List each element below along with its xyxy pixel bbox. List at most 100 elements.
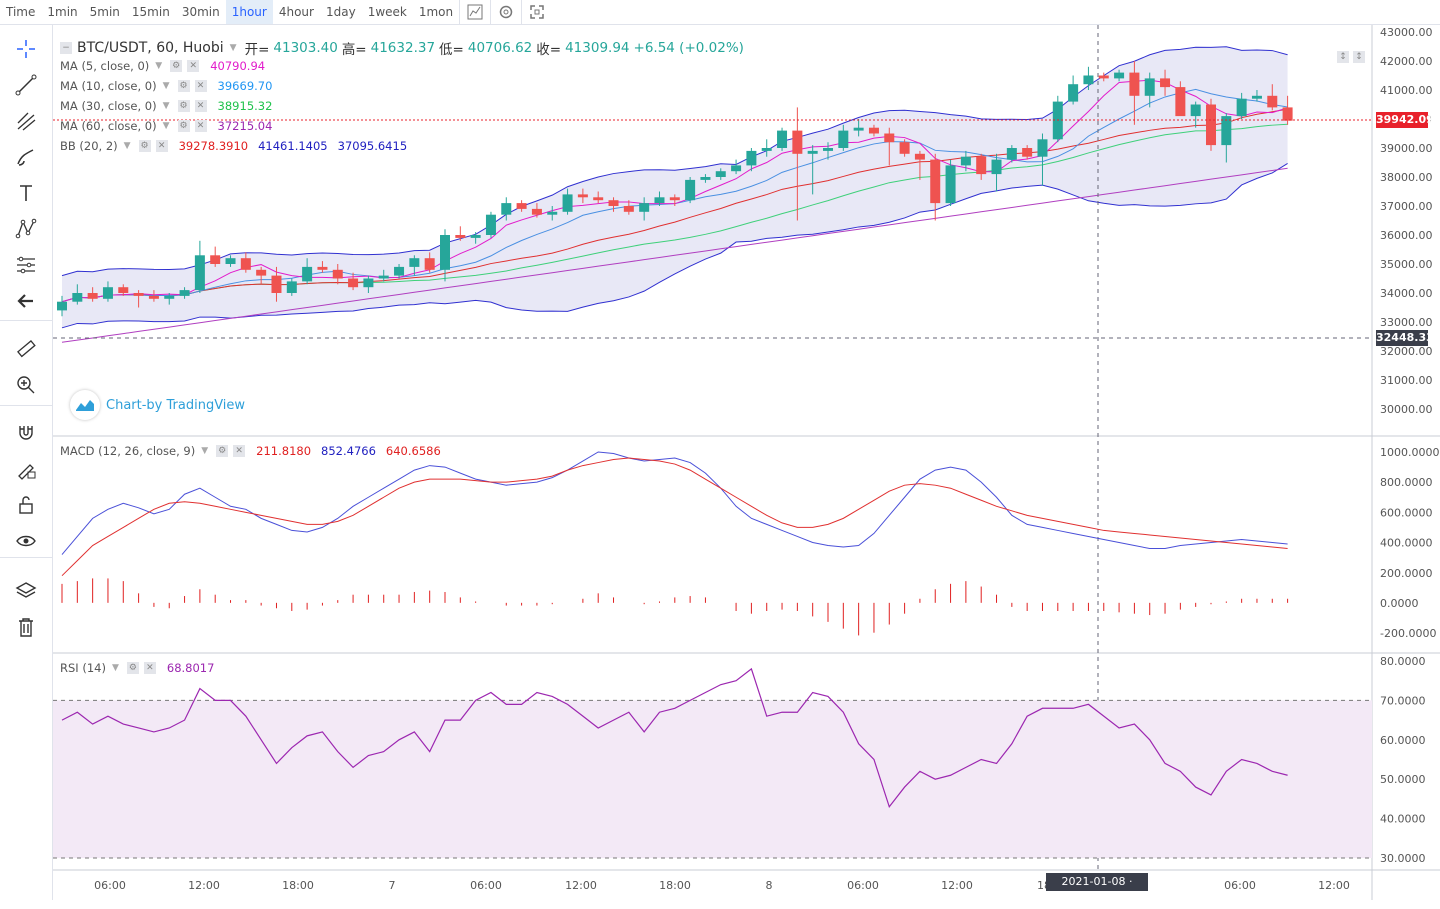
macd-value-hist: 211.8180 [256,444,312,458]
candle-body [731,165,742,172]
timeframe-5min[interactable]: 5min [89,5,120,19]
layers-icon[interactable] [10,577,42,605]
fib-icon[interactable] [10,251,42,279]
timeframe-30min[interactable]: 30min [181,5,220,19]
chevron-down-icon[interactable]: ▼ [162,101,170,111]
candle-body [256,269,267,276]
zoom-in-icon[interactable] [10,371,42,399]
pane-maximize-icon[interactable]: ↕ [1353,51,1365,63]
unlock-icon[interactable] [10,491,42,519]
rsi-value: 68.8017 [166,661,215,675]
tradingview-watermark[interactable]: Chart-by TradingView [70,390,245,420]
settings-icon[interactable]: ⚙ [138,140,151,152]
chevron-down-icon[interactable]: ▼ [155,61,163,71]
close-icon[interactable]: ✕ [194,100,207,112]
magnet-icon[interactable] [10,419,42,447]
candle-body [102,287,113,299]
candle-body [1282,107,1293,121]
timeframe-1hour[interactable]: 1hour [225,0,273,24]
low-label: 低= [439,42,464,58]
candle-body [777,130,788,148]
settings-icon[interactable]: ⚙ [216,445,229,457]
close-icon[interactable]: ✕ [194,120,207,132]
candle-body [639,203,650,212]
timeframe-1day[interactable]: 1day [325,5,356,19]
timeframe-1week[interactable]: 1week [367,5,407,19]
rsi-tick-label: 50.0000 [1380,773,1426,786]
time-tick-label: 06:00 [94,879,126,892]
candle-body [853,127,864,131]
indicator-label: MA (30, close, 0) [60,99,157,113]
macd-signal-line [61,457,1288,577]
crosshair-icon[interactable] [10,35,42,63]
timeframe-toolbar: Time 1min 5min 15min 30min 1hour 4hour 1day 1wee… [0,0,1440,25]
pane-minimize-icon[interactable]: ↕ [1337,51,1349,63]
settings-icon[interactable]: ⚙ [177,120,190,132]
candle-body [271,275,282,293]
rsi-band-fill [53,700,1372,858]
close-icon[interactable]: ✕ [187,60,200,72]
collapse-icon[interactable]: − [60,42,72,54]
chevron-down-icon[interactable]: ▼ [201,446,209,456]
ma60-line [61,167,1288,343]
macd-tick-label: 400.0000 [1380,537,1433,550]
price-tick-label: 33000.00 [1380,316,1433,329]
chevron-down-icon[interactable]: ▼ [123,141,131,151]
close-icon[interactable]: ✕ [143,662,156,674]
close-icon[interactable]: ✕ [194,80,207,92]
chevron-down-icon[interactable]: ▼ [111,663,119,673]
chevron-down-icon[interactable]: ▼ [162,121,170,131]
crosshair-time-tag: 2021-01-08 · 21:00 [1046,873,1148,906]
settings-icon[interactable]: ⚙ [126,662,139,674]
rsi-legend: RSI (14) ▼ ⚙ ✕ 68.8017 [60,661,214,675]
ruler-icon[interactable] [10,335,42,363]
settings-icon[interactable]: ⚙ [177,80,190,92]
line-chart-icon[interactable] [459,0,490,24]
watermark-text: Chart-by TradingView [106,397,246,413]
close-icon[interactable]: ✕ [233,445,246,457]
pattern-icon[interactable] [10,215,42,243]
timeframe-1mon[interactable]: 1mon [418,5,454,19]
low-value: 40706.62 [467,40,533,56]
settings-icon[interactable]: ⚙ [177,100,190,112]
trendline-icon[interactable] [10,71,42,99]
settings-icon[interactable] [490,0,521,24]
price-tick-label: 39000.00 [1380,142,1433,155]
indicator-label: MA (60, close, 0) [60,119,157,133]
drawing-tools-sidebar [0,25,53,900]
lock-drawing-icon[interactable] [10,455,42,483]
rsi-tick-label: 70.0000 [1380,694,1426,707]
bb-basis-line [61,108,1288,303]
text-icon[interactable] [10,179,42,207]
fullscreen-icon[interactable] [521,0,552,24]
indicator-legend: BB (20, 2) ▼ ⚙ ✕ 39278.3910 41461.1405 37095.6… [60,139,407,153]
chevron-down-icon[interactable]: ▼ [229,43,237,53]
time-tick-label: 7 [389,879,396,892]
candle-body [148,295,159,299]
eye-icon[interactable] [10,527,42,555]
timeframe-4hour[interactable]: 4hour [278,5,314,19]
brush-icon[interactable] [10,143,42,171]
timeframe-1min[interactable]: 1min [47,5,78,19]
timeframe-15min[interactable]: 15min [131,5,170,19]
high-label: 高= [341,42,367,58]
rsi-tick-label: 40.0000 [1380,813,1426,826]
candle-body [87,293,98,299]
candle-body [838,130,849,148]
trash-icon[interactable] [10,613,42,641]
price-tick-label: 38000.00 [1380,171,1433,184]
back-arrow-icon[interactable] [10,287,42,315]
candle-body [1083,75,1094,85]
candle-body [286,281,297,293]
pitchfork-icon[interactable] [10,107,42,135]
candle-body [685,179,696,201]
crosshair-price-tag: 32448.33 [1376,330,1434,346]
sidebar-divider [0,557,52,558]
candle-body [1236,98,1247,117]
settings-icon[interactable]: ⚙ [170,60,183,72]
chevron-down-icon[interactable]: ▼ [162,81,170,91]
close-icon[interactable]: ✕ [155,140,168,152]
indicator-legend: MA (10, close, 0) ▼ ⚙ ✕ 39669.70 [60,79,272,93]
open-label: 开= [244,42,270,58]
